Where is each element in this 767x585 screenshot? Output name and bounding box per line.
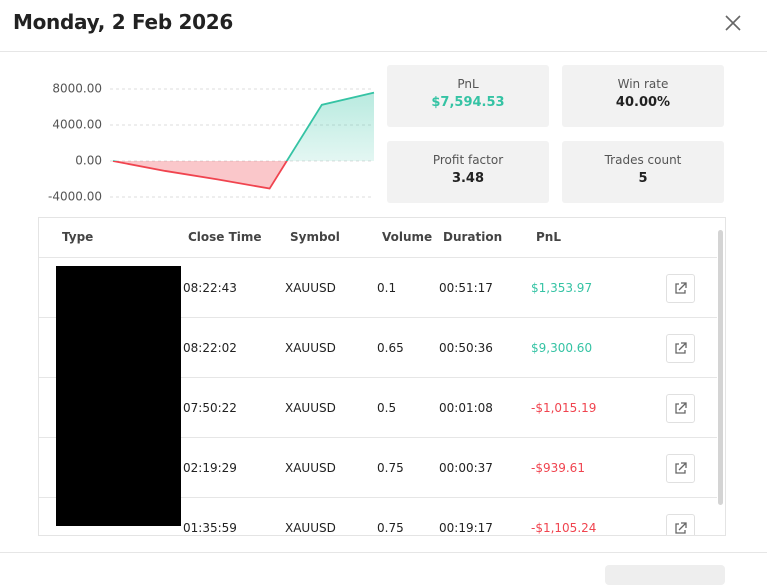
open-button[interactable] [666, 274, 695, 303]
icon [675, 522, 687, 534]
icon [675, 282, 687, 294]
table-row: 08:22:43 XAUUSD 0.1 00:51:17 $1,353.97 [39, 257, 717, 318]
table-cell: XAUUSD [285, 401, 336, 415]
close-button[interactable] [722, 12, 744, 34]
icon [675, 462, 687, 474]
open-button[interactable] [666, 394, 695, 423]
y-tick-label: 8000.00 [52, 82, 102, 96]
column-header: PnL [536, 230, 561, 244]
stat-label: PnL [457, 77, 479, 91]
scrollbar[interactable] [718, 230, 723, 505]
table-cell: XAUUSD [285, 341, 336, 355]
table-cell: 08:22:02 [183, 341, 237, 355]
table-cell: 0.75 [377, 461, 404, 475]
table-cell: 07:50:22 [183, 401, 237, 415]
stat-value: $7,594.53 [431, 95, 505, 110]
stat-card: Profit factor 3.48 [387, 141, 549, 203]
table-cell: -$1,015.19 [531, 401, 597, 415]
column-header: Duration [443, 230, 503, 244]
icon [675, 402, 687, 414]
dialog-title: Monday, 2 Feb 2026 [13, 10, 233, 34]
table-cell: 01:35:59 [183, 521, 237, 535]
table-row: 01:35:59 XAUUSD 0.75 00:19:17 -$1,105.24 [39, 497, 717, 535]
area-positive [113, 92, 374, 161]
table-row: 08:22:02 XAUUSD 0.65 00:50:36 $9,300.60 [39, 317, 717, 378]
stat-label: Profit factor [432, 153, 504, 167]
open-button[interactable] [666, 454, 695, 483]
stat-label: Win rate [617, 77, 669, 91]
stat-value: 5 [638, 171, 648, 186]
table-cell: 00:50:36 [439, 341, 493, 355]
table-cell: 08:22:43 [183, 281, 237, 295]
stat-value: 40.00% [615, 95, 671, 110]
table-cell: -$939.61 [531, 461, 585, 475]
column-header: Close Time [188, 230, 262, 244]
table-cell: 02:19:29 [183, 461, 237, 475]
table-cell: 00:19:17 [439, 521, 493, 535]
table-cell: $9,300.60 [531, 341, 593, 355]
table-cell: 0.5 [377, 401, 397, 415]
icon [675, 342, 687, 354]
table-cell: XAUUSD [285, 521, 336, 535]
footer-button[interactable] [605, 565, 725, 585]
table-cell: $1,353.97 [531, 281, 593, 295]
column-header: Volume [382, 230, 433, 244]
area-negative [113, 161, 374, 189]
column-header: Type [62, 230, 94, 244]
open-button[interactable] [666, 514, 695, 535]
table-cell: 0.65 [377, 341, 404, 355]
line-positive [113, 91, 375, 161]
table-row: 07:50:22 XAUUSD 0.5 00:01:08 -$1,015.19 [39, 377, 717, 438]
stat-label: Trades count [604, 153, 682, 167]
table-row: 02:19:29 XAUUSD 0.75 00:00:37 -$939.61 [39, 437, 717, 498]
open-button[interactable] [666, 334, 695, 363]
table-cell: 0.1 [377, 281, 397, 295]
trades-table: Type Close Time Symbol Volume Duration PnL 08:… [38, 217, 726, 536]
y-tick-label: -4000.00 [48, 190, 102, 204]
stat-card: Win rate 40.00% [562, 65, 724, 127]
table-cell: XAUUSD [285, 281, 336, 295]
table-cell: 00:51:17 [439, 281, 493, 295]
table-cell: -$1,105.24 [531, 521, 597, 535]
divider [0, 51, 767, 52]
divider [0, 552, 767, 553]
line-negative [112, 161, 288, 190]
table-cell: XAUUSD [285, 461, 336, 475]
table-cell: 00:01:08 [439, 401, 493, 415]
redaction [56, 266, 181, 526]
y-tick-label: 4000.00 [52, 118, 102, 132]
stat-card: PnL $7,594.53 [387, 65, 549, 127]
stat-value: 3.48 [451, 171, 485, 186]
y-tick-label: 0.00 [75, 154, 102, 168]
column-header: Symbol [290, 230, 340, 244]
table-cell: 0.75 [377, 521, 404, 535]
stat-card: Trades count 5 [562, 141, 724, 203]
chart: -4000.00 0.00 4000.00 8000.00 [48, 82, 375, 204]
table-cell: 00:00:37 [439, 461, 493, 475]
